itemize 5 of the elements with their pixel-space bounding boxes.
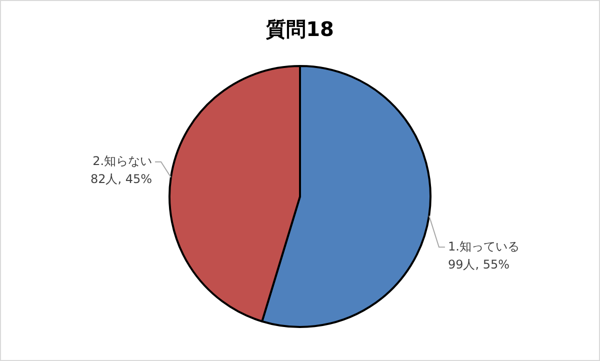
data-label: 82人, 45% [90,172,152,186]
chart-title: 質問18 [265,17,334,42]
slice-label: 2.知らない [92,154,152,168]
data-label: 99人, 55% [448,257,510,272]
slice-label: 1.知っている [448,239,520,254]
